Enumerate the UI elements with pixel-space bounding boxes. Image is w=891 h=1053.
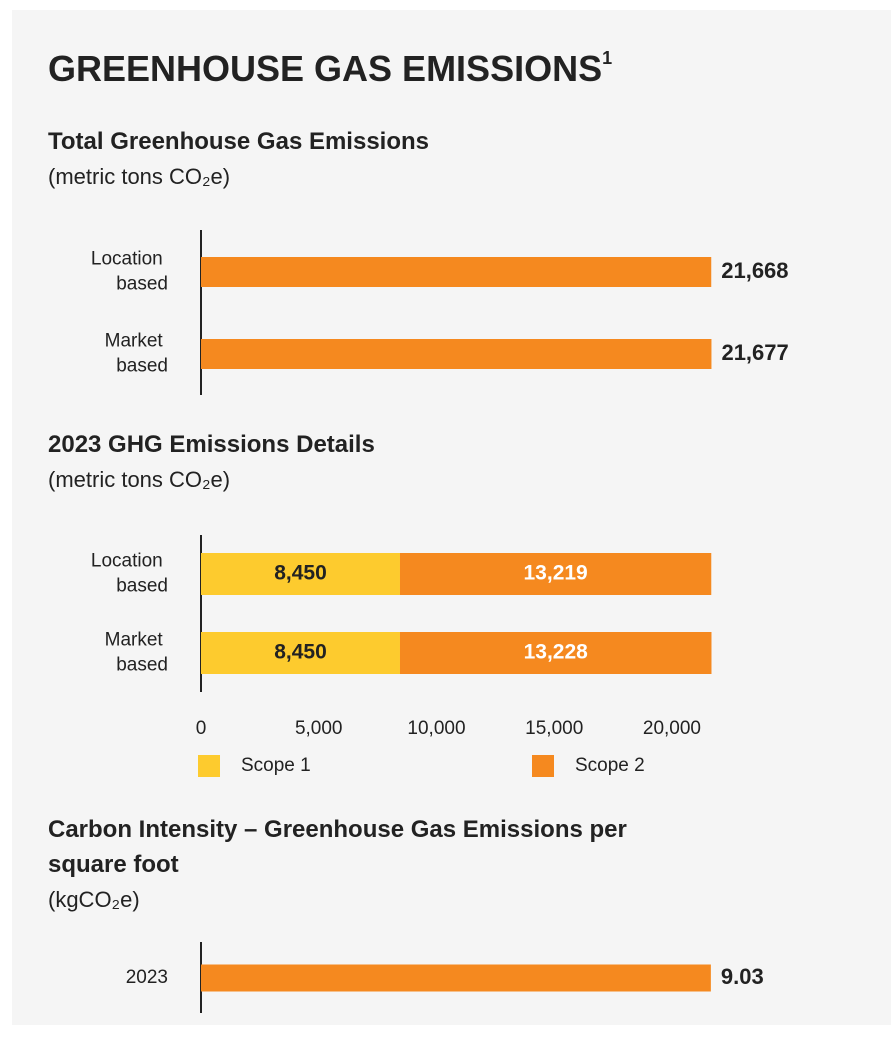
x-tick-label: 20,000 xyxy=(643,718,701,739)
chart-heading: Carbon Intensity – Greenhouse Gas Emissi… xyxy=(48,812,708,917)
bar-segment xyxy=(201,632,400,674)
x-tick-label: 0 xyxy=(196,718,207,739)
legend-swatch xyxy=(198,755,220,777)
category-label: Market based xyxy=(105,630,168,676)
footnote-marker: 1 xyxy=(602,48,613,68)
legend-label: Scope 2 xyxy=(575,755,645,776)
chart-title: Carbon Intensity – Greenhouse Gas Emissi… xyxy=(48,816,627,878)
chart-title: Total Greenhouse Gas Emissions xyxy=(48,128,429,155)
value-label: 21,668 xyxy=(721,258,788,283)
bar-segment xyxy=(399,632,712,674)
category-label: Location based xyxy=(91,249,168,295)
bar-segment xyxy=(201,553,400,595)
segment-label: 13,228 xyxy=(524,641,589,664)
category-label: Market based xyxy=(105,331,168,377)
panel xyxy=(12,10,891,1025)
x-tick-label: 5,000 xyxy=(295,718,343,739)
page-title: GREENHOUSE GAS EMISSIONS1 xyxy=(48,48,612,90)
value-label: 21,677 xyxy=(721,340,788,365)
x-tick-label: 15,000 xyxy=(525,718,583,739)
segment-label: 8,450 xyxy=(274,641,327,664)
x-tick-label: 10,000 xyxy=(407,718,465,739)
chart-subtitle: (metric tons CO₂e) xyxy=(48,164,231,189)
bar xyxy=(201,964,711,992)
chart-heading: 2023 GHG Emissions Details (metric tons C… xyxy=(48,427,708,497)
bar xyxy=(201,339,712,369)
chart-heading: Total Greenhouse Gas Emissions (metric to… xyxy=(48,124,708,194)
segment-label: 8,450 xyxy=(274,562,327,585)
category-label: Location based xyxy=(91,551,168,597)
bar-segment xyxy=(399,553,712,595)
bar xyxy=(201,257,712,287)
category-label: 2023 xyxy=(126,967,168,988)
value-label: 9.03 xyxy=(721,964,764,989)
title-text: GREENHOUSE GAS EMISSIONS xyxy=(48,48,603,89)
segment-label: 13,219 xyxy=(524,562,588,585)
legend-label: Scope 1 xyxy=(241,755,311,776)
chart-subtitle: (kgCO₂e) xyxy=(48,887,140,912)
legend-swatch xyxy=(532,755,554,777)
chart-subtitle: (metric tons CO₂e) xyxy=(48,467,231,492)
chart-title: 2023 GHG Emissions Details xyxy=(48,431,375,458)
